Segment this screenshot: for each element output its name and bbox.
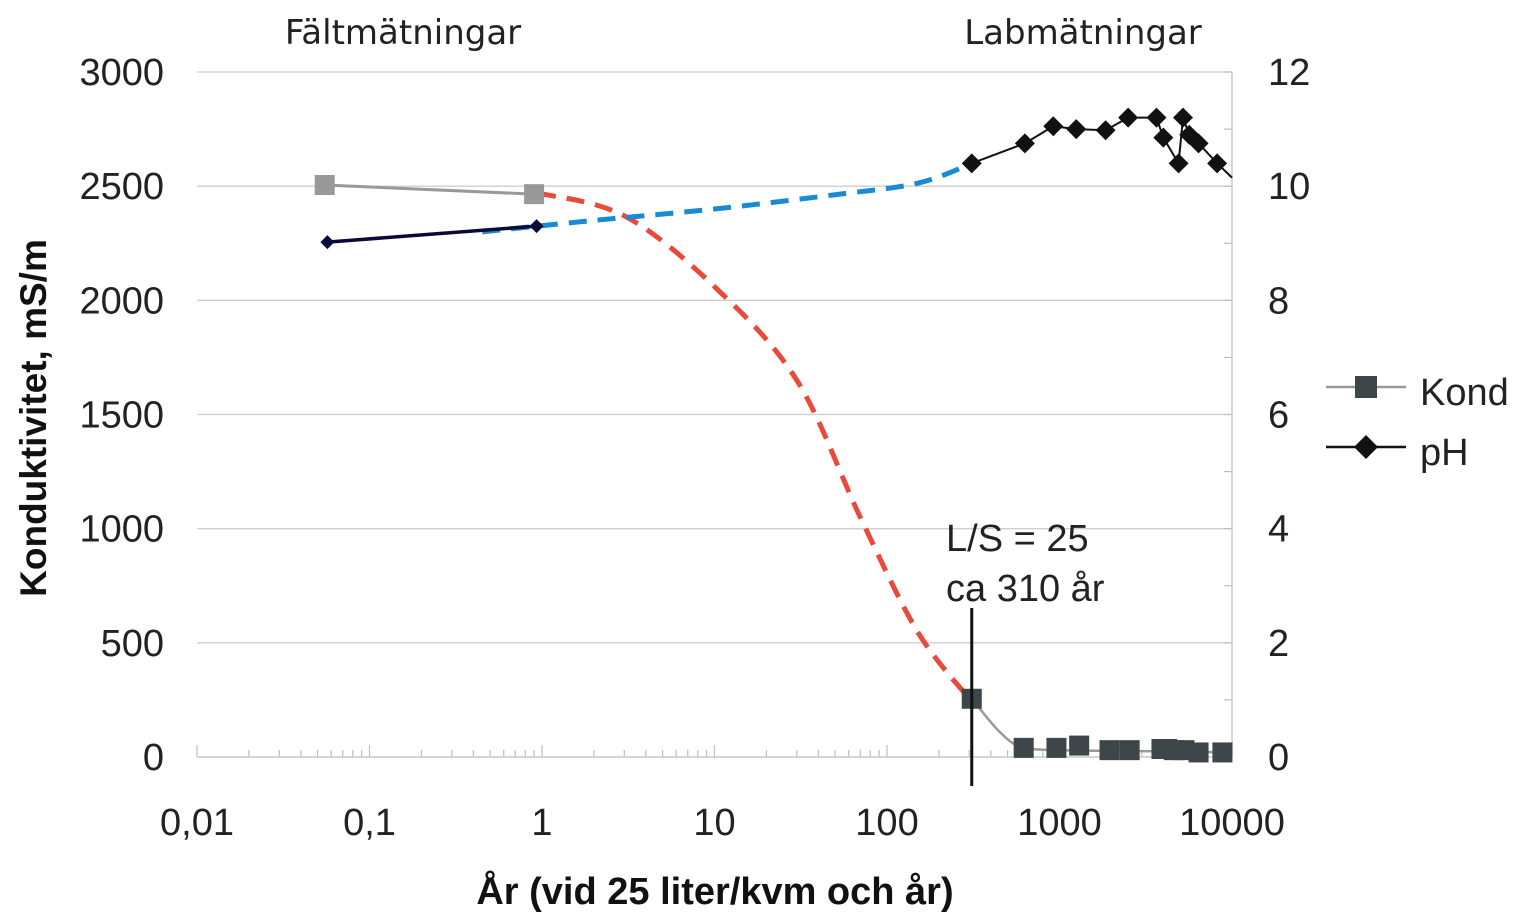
trend-line <box>537 190 972 701</box>
x-tick-label: 10000 <box>1179 802 1285 844</box>
x-tick-label: 1000 <box>1017 802 1102 844</box>
y-left-axis-title: Konduktivitet, mS/m <box>13 239 54 597</box>
ph-lab-marker <box>1066 119 1087 140</box>
y-right-tick-label: 12 <box>1268 52 1310 94</box>
kond-field-line <box>324 183 535 196</box>
ph-field-line <box>327 224 537 244</box>
ph-field-marker <box>320 235 335 250</box>
lab-region-label: Labmätningar <box>964 13 1202 53</box>
kond-lab-marker <box>1188 742 1209 763</box>
y-left-tick-label: 500 <box>101 623 164 665</box>
y-left-tick-labels: 0 500 1000 1500 2000 2500 3000 <box>79 52 164 779</box>
y-right-tick-labels: 0 2 4 6 8 10 12 <box>1268 52 1310 779</box>
y-left-tick-label: 1000 <box>79 509 164 551</box>
ph-lab-marker <box>1043 116 1064 137</box>
kond-lab-marker <box>1069 735 1090 756</box>
kond-lab-marker <box>1046 737 1067 758</box>
ph-lab-marker <box>1118 107 1139 128</box>
legend-kond-label: Kond <box>1420 372 1509 414</box>
trend-line <box>481 162 971 235</box>
kond-lab-marker <box>1119 740 1140 761</box>
legend: Kond pH <box>1326 372 1509 474</box>
x-tick-label: 0,01 <box>160 802 234 844</box>
y-right-tick-label: 10 <box>1268 166 1310 208</box>
x-tick-label: 1 <box>531 802 552 844</box>
legend-ph-marker <box>1354 435 1378 459</box>
annotation-line1: L/S = 25 <box>946 518 1089 560</box>
kond-lab-marker <box>1013 737 1034 758</box>
ph-lab-marker <box>1153 127 1174 148</box>
ph-lab-marker <box>1146 107 1167 128</box>
y-right-tick-label: 2 <box>1268 623 1289 665</box>
y-left-tick-label: 2500 <box>79 166 164 208</box>
x-tick-label: 10 <box>693 802 735 844</box>
ph-lab-marker <box>1095 120 1116 141</box>
y-right-tick-label: 8 <box>1268 280 1289 322</box>
y-right-tick-label: 4 <box>1268 509 1289 551</box>
ph-lab-marker <box>1173 107 1194 128</box>
legend-ph-label: pH <box>1420 432 1469 474</box>
x-axis-title: År (vid 25 liter/kvm och år) <box>476 869 953 913</box>
series-layer <box>314 107 1233 763</box>
x-tick-labels: 0,01 0,1 1 10 100 1000 10000 <box>160 802 1285 844</box>
x-tick-label: 0,1 <box>343 802 396 844</box>
y-right-tick-label: 0 <box>1268 737 1289 779</box>
y-left-tick-label: 3000 <box>79 52 164 94</box>
trend-lines <box>481 162 972 701</box>
kond-lab-marker <box>1212 742 1233 763</box>
field-region-label: Fältmätningar <box>285 13 521 53</box>
kond-field-marker <box>314 175 335 196</box>
legend-kond-marker <box>1355 376 1377 398</box>
ph-lab-marker <box>961 153 982 174</box>
ph-field-marker <box>529 219 544 234</box>
kond-lab-marker <box>1099 740 1120 761</box>
ph-lab-marker <box>1168 153 1189 174</box>
ph-lab-marker <box>1188 133 1209 154</box>
y-left-tick-label: 1500 <box>79 395 164 437</box>
ph-lab-marker <box>1014 133 1035 154</box>
ph-lab-marker <box>1207 153 1228 174</box>
y-left-tick-label: 2000 <box>79 280 164 322</box>
kond-field-marker <box>524 184 545 205</box>
y-left-tick-label: 0 <box>143 737 164 779</box>
x-tick-label: 100 <box>855 802 918 844</box>
annotation-line2: ca 310 år <box>946 568 1105 610</box>
y-right-tick-label: 6 <box>1268 395 1289 437</box>
